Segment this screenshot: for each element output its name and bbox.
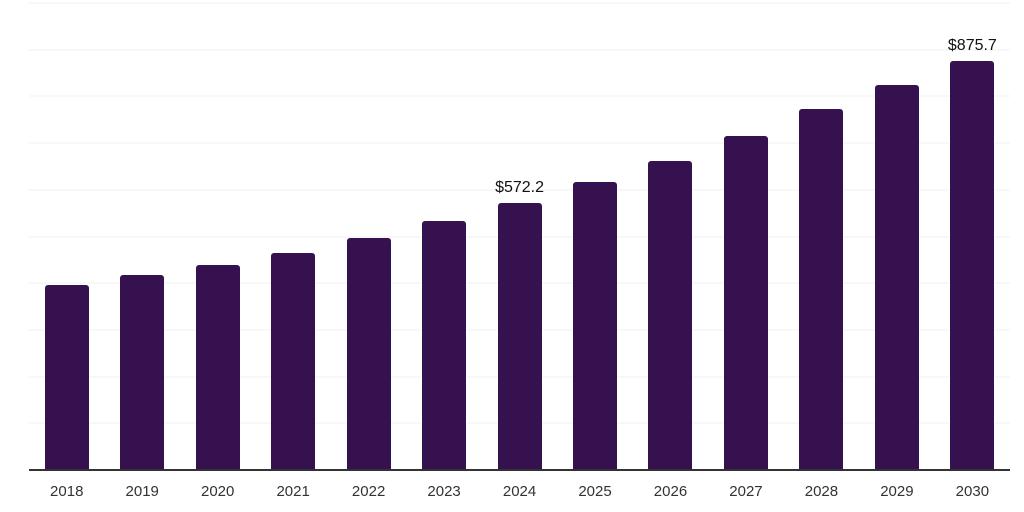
bar-2019 — [120, 275, 165, 470]
x-tick-2027: 2027 — [729, 482, 763, 500]
bar-value-label-2024: $572.2 — [495, 178, 545, 196]
gridline-1000 — [29, 2, 1010, 4]
x-tick-2021: 2021 — [276, 482, 310, 500]
x-tick-2029: 2029 — [880, 482, 914, 500]
bar-2026 — [648, 160, 693, 470]
x-tick-2026: 2026 — [653, 482, 688, 500]
bar-slot-2023 — [406, 3, 481, 470]
x-tick-2028: 2028 — [804, 482, 839, 500]
bar-2023 — [422, 221, 467, 470]
bar-2018 — [44, 284, 89, 470]
bar-slot-2021 — [255, 3, 330, 470]
x-tick-2024: 2024 — [502, 482, 537, 500]
bar-slot-2018 — [29, 3, 104, 470]
bar-2020 — [195, 264, 240, 470]
bar-value-label-2030: $875.7 — [947, 37, 997, 55]
bar-slot-2022 — [331, 3, 406, 470]
bar-slot-2030: $875.7 — [935, 3, 1010, 470]
x-tick-2018: 2018 — [50, 482, 84, 500]
x-axis-line — [29, 469, 1010, 471]
x-tick-2025: 2025 — [578, 482, 612, 500]
gridline-900 — [29, 49, 1010, 51]
bar-2024 — [497, 202, 542, 470]
gridline-600 — [29, 189, 1010, 191]
bar-2021 — [271, 252, 316, 470]
bar-slot-2028 — [784, 3, 859, 470]
x-tick-2020: 2020 — [200, 482, 235, 500]
bar-2025 — [573, 182, 618, 470]
x-tick-2023: 2023 — [427, 482, 461, 500]
x-tick-2019: 2019 — [125, 482, 159, 500]
bar-slot-2029 — [859, 3, 934, 470]
gridline-800 — [29, 95, 1010, 97]
bar-slot-2025 — [557, 3, 632, 470]
bar-2027 — [723, 135, 768, 470]
bar-slot-2020 — [180, 3, 255, 470]
bars-container: $572.2 $875.7 — [29, 3, 1010, 470]
x-tick-2022: 2022 — [351, 482, 386, 500]
bar-2022 — [346, 237, 391, 470]
bar-slot-2027 — [708, 3, 783, 470]
plot-area: $572.2 $875.7 — [29, 2, 1010, 471]
bar-2029 — [874, 84, 919, 470]
x-axis-tick-labels: 2018 2019 2020 2021 2022 2023 2024 2025 2026 2027… — [29, 470, 1010, 512]
x-tick-2030: 2030 — [955, 482, 990, 500]
bar-2030 — [950, 61, 995, 470]
bar-slot-2019 — [104, 3, 179, 470]
bar-slot-2026 — [633, 3, 708, 470]
bar-slot-2024: $572.2 — [482, 3, 557, 470]
gridline-700 — [29, 142, 1010, 144]
bar-2028 — [799, 108, 844, 470]
